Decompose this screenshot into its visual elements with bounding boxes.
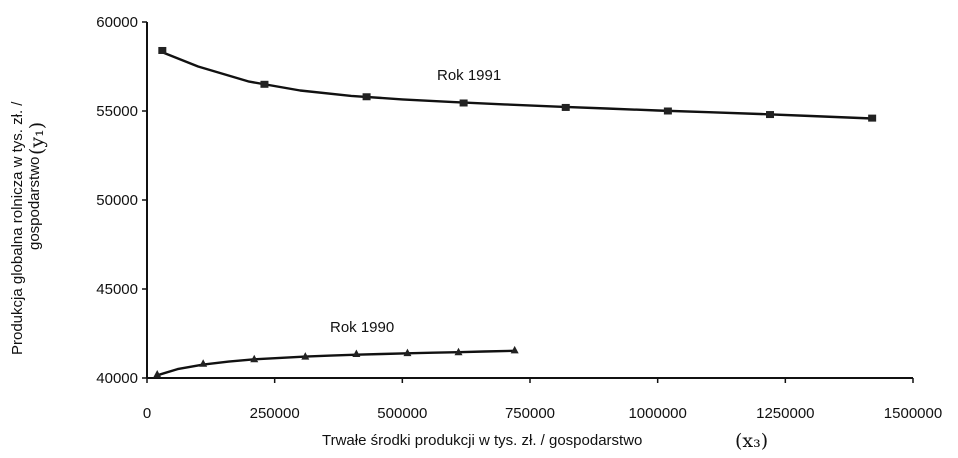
series-line — [161, 51, 874, 120]
y-axis-variable: (y₁) — [26, 122, 48, 155]
x-tick-label: 250000 — [250, 405, 300, 422]
y-axis-title: Produkcja globalna rolnicza w tys. zł. /… — [9, 101, 48, 355]
y-tick-label: 50000 — [96, 192, 138, 209]
y-tick-label: 40000 — [96, 370, 138, 387]
data-point — [663, 107, 672, 115]
data-point — [766, 111, 775, 119]
series-label-1991: Rok 1991 — [437, 67, 501, 84]
series-1 — [153, 345, 519, 378]
series-layer — [153, 46, 877, 378]
data-point — [510, 345, 519, 354]
y-tick-label: 60000 — [96, 14, 138, 31]
series-line — [155, 349, 516, 377]
x-axis-variable: (x₃) — [735, 430, 768, 452]
data-point — [153, 369, 162, 378]
data-point — [250, 354, 259, 363]
data-point — [260, 80, 269, 88]
x-tick-label: 1250000 — [756, 405, 814, 422]
x-tick-label: 1000000 — [628, 405, 686, 422]
data-point — [301, 352, 310, 360]
x-axis-title: Trwałe środki produkcji w tys. zł. / gos… — [322, 430, 768, 452]
data-point — [158, 46, 167, 54]
x-tick-label: 1500000 — [884, 405, 942, 422]
data-point — [362, 93, 371, 101]
data-point — [454, 347, 463, 356]
data-point — [352, 349, 361, 357]
y-axis-title-line2: gospodarstwo — [26, 157, 43, 250]
tick-labels: 40000 45000 50000 55000 60000 0 250000 500000 75… — [96, 14, 942, 422]
series-0 — [158, 46, 877, 122]
data-point — [199, 359, 208, 367]
x-tick-label: 500000 — [377, 405, 427, 422]
data-point — [868, 114, 877, 122]
data-point — [459, 99, 468, 107]
series-label-1990: Rok 1990 — [330, 319, 394, 336]
axes — [142, 21, 914, 383]
y-tick-label: 55000 — [96, 103, 138, 120]
x-tick-label: 0 — [143, 405, 151, 422]
data-point — [403, 348, 412, 357]
x-axis-title-text: Trwałe środki produkcji w tys. zł. / gos… — [322, 432, 642, 449]
data-point — [561, 103, 570, 111]
y-tick-label: 45000 — [96, 281, 138, 298]
x-tick-label: 750000 — [505, 405, 555, 422]
y-axis-title-line1: Produkcja globalna rolnicza w tys. zł. / — [9, 101, 26, 355]
